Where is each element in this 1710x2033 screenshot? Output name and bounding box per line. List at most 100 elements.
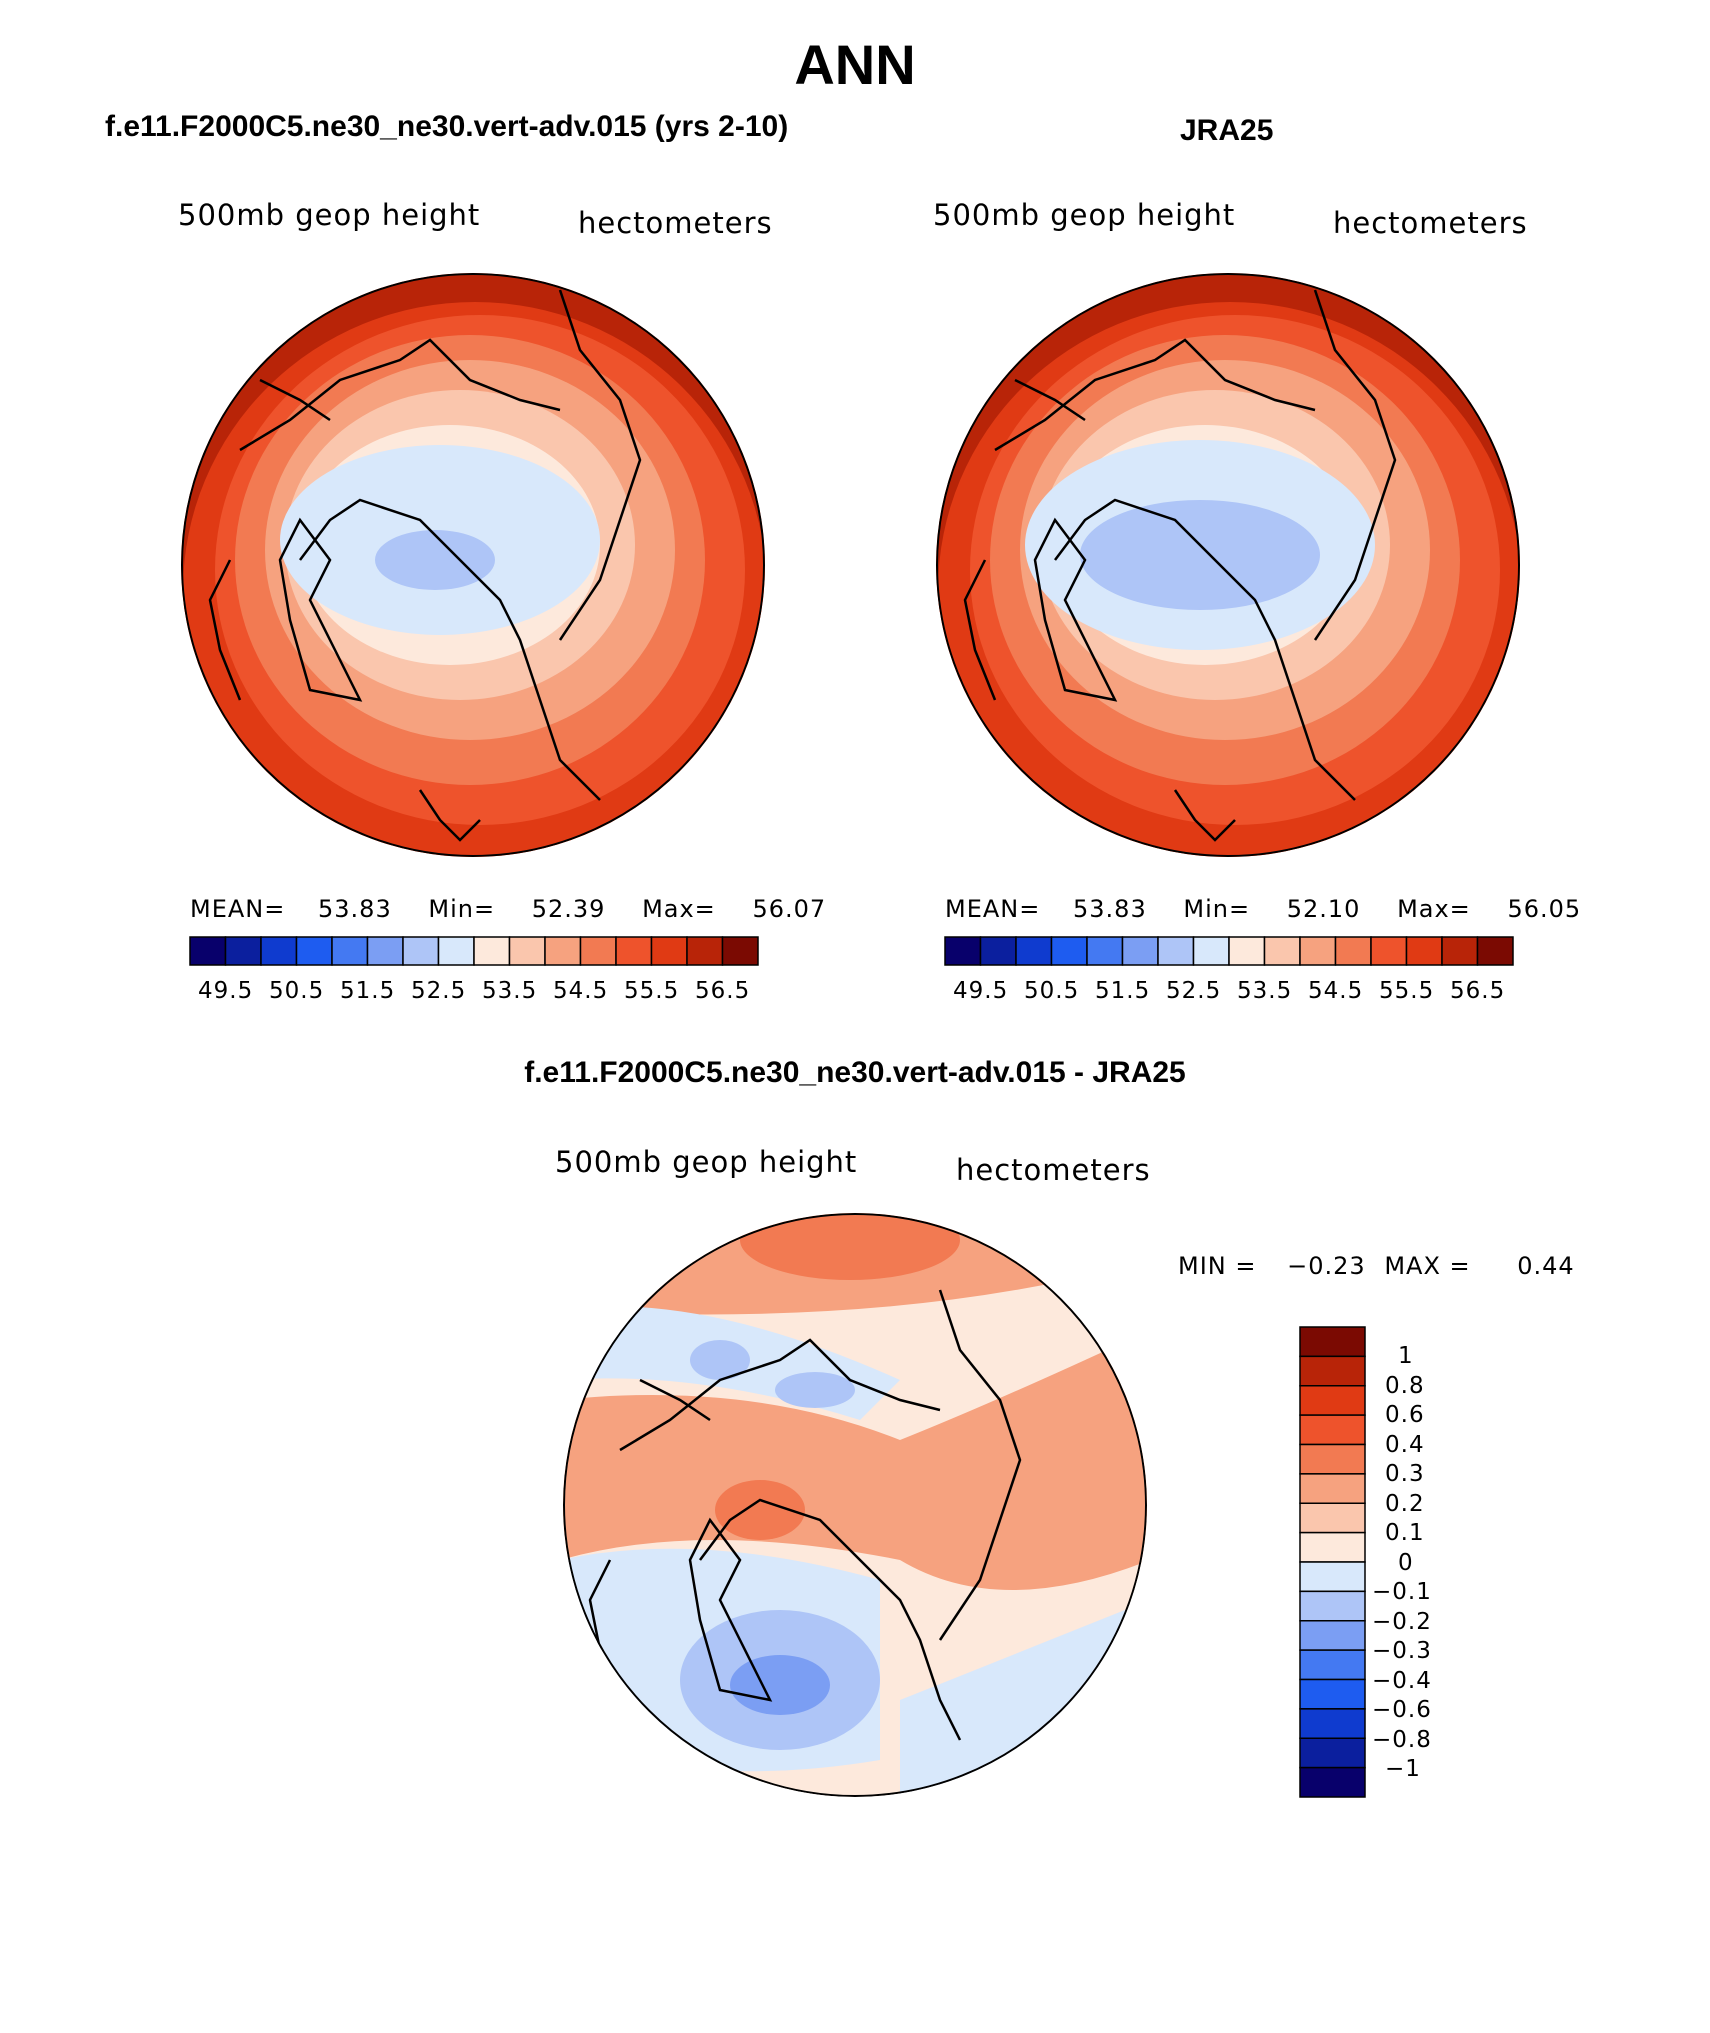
colorbar-tick: 49.5	[953, 978, 1009, 1004]
panel-2-title: JRA25	[1180, 114, 1274, 147]
panel-2-variable: 500mb geop height	[933, 198, 1236, 232]
diff-max-value: 0.44	[1517, 1252, 1575, 1280]
panel-1-min-value: 52.39	[531, 895, 606, 923]
colorbar-swatch	[1299, 1531, 1366, 1563]
colorbar-tick: 1	[1398, 1343, 1414, 1369]
colorbar-tick: −0.6	[1372, 1697, 1432, 1723]
colorbar-swatch	[1476, 936, 1514, 966]
contour-band	[690, 1340, 750, 1380]
colorbar-tick: 0.1	[1385, 1520, 1425, 1546]
colorbar-swatch	[1263, 936, 1301, 966]
colorbar-swatch	[1441, 936, 1479, 966]
colorbar-tick: −1	[1385, 1756, 1421, 1782]
colorbar-tick: 53.5	[482, 978, 538, 1004]
colorbar-tick: 0.8	[1385, 1373, 1425, 1399]
map-border	[936, 273, 1520, 857]
colorbar-swatch	[1299, 1678, 1366, 1710]
colorbar-swatch	[686, 936, 724, 966]
colorbar-tick: 55.5	[1379, 978, 1435, 1004]
panel-2-mean-label: MEAN=	[945, 895, 1041, 923]
panel-2-min-value: 52.10	[1286, 895, 1361, 923]
contour-band	[775, 1372, 855, 1408]
colorbar-tick: 55.5	[624, 978, 680, 1004]
contour-band	[740, 1213, 960, 1280]
map-border	[181, 273, 765, 857]
colorbar-tick: −0.8	[1372, 1727, 1432, 1753]
colorbar-swatch	[260, 936, 298, 966]
panel-1-title: f.e11.F2000C5.ne30_ne30.vert-adv.015 (yr…	[105, 110, 789, 143]
colorbar-swatch	[473, 936, 511, 966]
colorbar-tick: 0.3	[1385, 1461, 1425, 1487]
colorbar-swatch	[508, 936, 546, 966]
colorbar-swatch	[544, 936, 582, 966]
colorbar-tick: 54.5	[1308, 978, 1364, 1004]
colorbar-tick: 52.5	[1166, 978, 1222, 1004]
map-panel-2	[936, 273, 1520, 857]
colorbar-swatch	[1050, 936, 1088, 966]
colorbar-swatch	[1299, 1414, 1366, 1446]
main-title: ANN	[794, 33, 916, 96]
colorbar-swatch	[1086, 936, 1124, 966]
colorbar-swatch	[1299, 1502, 1366, 1534]
colorbar-swatch	[979, 936, 1017, 966]
diff-max-label: MAX =	[1384, 1252, 1471, 1280]
colorbar-swatch	[1299, 1766, 1366, 1798]
colorbar-swatch	[366, 936, 404, 966]
colorbar-swatch	[1299, 1385, 1366, 1416]
colorbar-swatch	[1228, 936, 1266, 966]
colorbar-tick: 50.5	[1024, 978, 1080, 1004]
diff-stats: MIN = −0.23 MAX = 0.44	[1178, 1252, 1575, 1280]
colorbar-swatch	[650, 936, 688, 966]
panel-2-max-label: Max=	[1397, 895, 1471, 923]
colorbar-swatch	[224, 936, 262, 966]
colorbar-swatch	[1157, 936, 1195, 966]
panel-2-stats: MEAN= 53.83 Min= 52.10 Max= 56.05	[945, 895, 1581, 923]
panel-1-colorbar	[189, 936, 759, 966]
panel-1-units: hectometers	[578, 206, 773, 240]
panel-1-max-value: 56.07	[752, 895, 827, 923]
colorbar-tick: 56.5	[695, 978, 751, 1004]
colorbar-tick: 0.6	[1385, 1402, 1425, 1428]
colorbar-swatch	[1405, 936, 1443, 966]
diff-colorbar	[1299, 1326, 1366, 1798]
panel-2-mean-value: 53.83	[1073, 895, 1147, 923]
colorbar-tick: 0	[1398, 1550, 1414, 1576]
colorbar-tick: 50.5	[269, 978, 325, 1004]
panel-1-stats: MEAN= 53.83 Min= 52.39 Max= 56.07	[190, 895, 826, 923]
colorbar-tick: 0.4	[1385, 1432, 1425, 1458]
colorbar-tick: −0.3	[1372, 1638, 1432, 1664]
colorbar-swatch	[1192, 936, 1230, 966]
colorbar-swatch	[1299, 936, 1337, 966]
colorbar-swatch	[295, 936, 333, 966]
colorbar-swatch	[1299, 1708, 1366, 1739]
colorbar-swatch	[579, 936, 617, 966]
panel-1-max-label: Max=	[642, 895, 716, 923]
contour-band	[730, 1655, 830, 1715]
diff-panel-title: f.e11.F2000C5.ne30_ne30.vert-adv.015 - J…	[524, 1056, 1186, 1089]
panel-2-min-label: Min=	[1183, 895, 1251, 923]
colorbar-tick: 0.2	[1385, 1491, 1425, 1517]
colorbar-swatch	[1121, 936, 1159, 966]
colorbar-swatch	[437, 936, 475, 966]
colorbar-tick: 54.5	[553, 978, 609, 1004]
colorbar-swatch	[402, 936, 440, 966]
panel-1-mean-value: 53.83	[318, 895, 392, 923]
colorbar-tick: 51.5	[1095, 978, 1151, 1004]
colorbar-swatch	[1299, 1443, 1366, 1475]
map-panel-diff	[563, 1213, 1147, 1797]
colorbar-swatch	[331, 936, 369, 966]
panel-1-variable: 500mb geop height	[178, 198, 481, 232]
coastlines	[963, 289, 1397, 842]
colorbar-tick: 49.5	[198, 978, 254, 1004]
contour-band	[375, 530, 495, 590]
panel-2-units: hectometers	[1333, 206, 1528, 240]
map-border	[563, 1213, 1147, 1797]
panel-2-colorbar	[944, 936, 1514, 966]
colorbar-tick: 53.5	[1237, 978, 1293, 1004]
coastlines	[588, 1289, 1022, 1741]
colorbar-swatch	[1299, 1561, 1366, 1593]
colorbar-swatch	[1299, 1649, 1366, 1681]
colorbar-swatch	[615, 936, 653, 966]
diff-min-label: MIN =	[1178, 1252, 1257, 1280]
colorbar-tick: −0.1	[1372, 1579, 1432, 1605]
